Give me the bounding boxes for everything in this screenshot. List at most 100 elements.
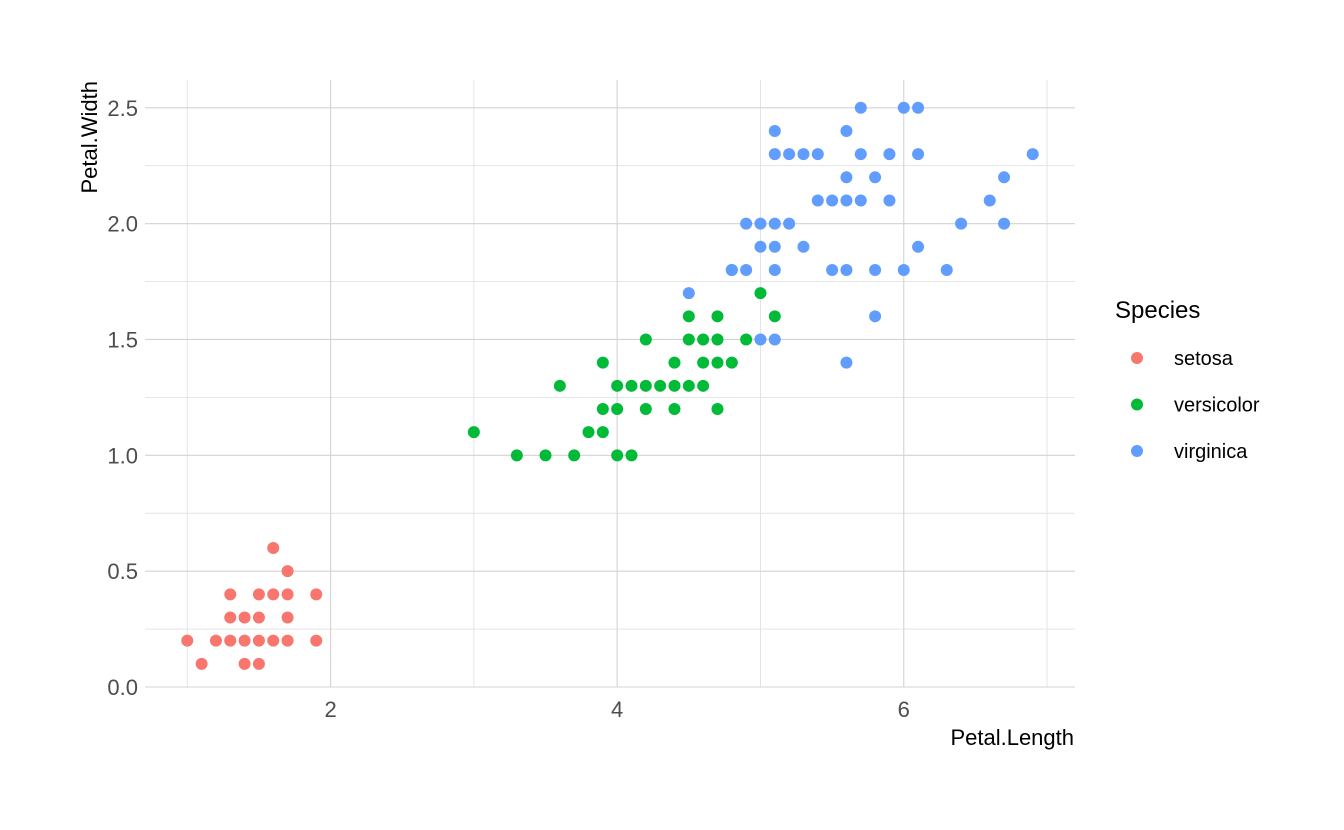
data-point-virginica (740, 263, 753, 276)
data-point-setosa (224, 634, 237, 647)
data-point-virginica (883, 148, 896, 161)
data-point-setosa (224, 588, 237, 601)
legend-key-virginica (1131, 445, 1143, 457)
data-point-virginica (897, 101, 910, 114)
data-point-virginica (869, 171, 882, 184)
data-point-virginica (811, 148, 824, 161)
data-point-virginica (854, 101, 867, 114)
data-point-virginica (725, 263, 738, 276)
data-point-virginica (912, 101, 925, 114)
data-point-virginica (940, 263, 953, 276)
data-point-virginica (682, 287, 695, 300)
data-point-setosa (252, 588, 265, 601)
legend-label-virginica: virginica (1174, 441, 1248, 463)
data-point-virginica (768, 333, 781, 346)
data-point-setosa (252, 657, 265, 670)
major-gridlines (145, 80, 1075, 688)
data-point-setosa (252, 611, 265, 624)
data-point-setosa (252, 634, 265, 647)
data-point-setosa (238, 657, 251, 670)
data-point-virginica (854, 148, 867, 161)
data-point-versicolor (596, 402, 609, 415)
data-point-setosa (267, 634, 280, 647)
y-axis-title: Petal.Width (77, 81, 102, 194)
y-tick-label: 1.0 (107, 443, 138, 468)
data-point-virginica (826, 194, 839, 207)
data-point-versicolor (697, 379, 710, 392)
x-tick-label: 2 (324, 697, 336, 722)
data-point-setosa (281, 634, 294, 647)
data-point-virginica (998, 171, 1011, 184)
data-point-versicolor (582, 426, 595, 439)
x-axis-title: Petal.Length (950, 725, 1074, 750)
data-point-virginica (983, 194, 996, 207)
data-point-setosa (209, 634, 222, 647)
data-point-setosa (310, 588, 323, 601)
data-point-virginica (840, 171, 853, 184)
data-point-virginica (854, 194, 867, 207)
data-point-versicolor (697, 356, 710, 369)
data-point-virginica (840, 263, 853, 276)
data-point-setosa (310, 634, 323, 647)
data-point-versicolor (711, 310, 724, 323)
data-point-virginica (883, 194, 896, 207)
y-tick-label: 2.5 (107, 96, 138, 121)
data-point-versicolor (740, 333, 753, 346)
data-point-versicolor (639, 333, 652, 346)
data-point-virginica (897, 263, 910, 276)
data-point-setosa (267, 541, 280, 554)
data-point-versicolor (625, 379, 638, 392)
data-point-virginica (955, 217, 968, 230)
data-point-virginica (811, 194, 824, 207)
data-point-virginica (912, 148, 925, 161)
legend-key-setosa (1131, 352, 1143, 364)
data-point-versicolor (711, 356, 724, 369)
data-point-versicolor (611, 402, 624, 415)
data-point-versicolor (711, 402, 724, 415)
data-point-versicolor (682, 379, 695, 392)
data-point-virginica (768, 148, 781, 161)
data-point-virginica (826, 263, 839, 276)
data-point-setosa (238, 634, 251, 647)
data-point-virginica (1026, 148, 1039, 161)
x-tick-label: 6 (898, 697, 910, 722)
x-tick-label: 4 (611, 697, 623, 722)
data-point-setosa (195, 657, 208, 670)
data-point-versicolor (697, 333, 710, 346)
data-point-versicolor (625, 449, 638, 462)
data-point-versicolor (639, 402, 652, 415)
data-point-virginica (768, 124, 781, 137)
y-tick-label: 1.5 (107, 327, 138, 352)
data-point-setosa (281, 565, 294, 578)
legend: Species setosa versicolor virginica (1115, 297, 1260, 463)
data-point-virginica (840, 356, 853, 369)
data-point-virginica (754, 217, 767, 230)
series-setosa (181, 541, 323, 670)
data-point-versicolor (596, 356, 609, 369)
data-point-virginica (912, 240, 925, 253)
data-point-virginica (754, 333, 767, 346)
data-point-virginica (783, 148, 796, 161)
data-point-versicolor (467, 426, 480, 439)
data-point-versicolor (668, 379, 681, 392)
legend-title: Species (1115, 297, 1200, 324)
data-point-versicolor (539, 449, 552, 462)
data-point-versicolor (725, 356, 738, 369)
data-point-versicolor (654, 379, 667, 392)
data-points (181, 101, 1039, 670)
y-axis-tick-labels: 0.0 0.5 1.0 1.5 2.0 2.5 (107, 96, 138, 700)
data-point-versicolor (596, 426, 609, 439)
data-point-setosa (238, 611, 251, 624)
data-point-virginica (768, 263, 781, 276)
data-point-virginica (797, 240, 810, 253)
data-point-versicolor (611, 449, 624, 462)
data-point-virginica (797, 148, 810, 161)
data-point-virginica (869, 263, 882, 276)
y-tick-label: 0.0 (107, 675, 138, 700)
data-point-virginica (754, 240, 767, 253)
data-point-setosa (281, 588, 294, 601)
data-point-versicolor (682, 333, 695, 346)
data-point-versicolor (553, 379, 566, 392)
series-versicolor (467, 263, 781, 462)
